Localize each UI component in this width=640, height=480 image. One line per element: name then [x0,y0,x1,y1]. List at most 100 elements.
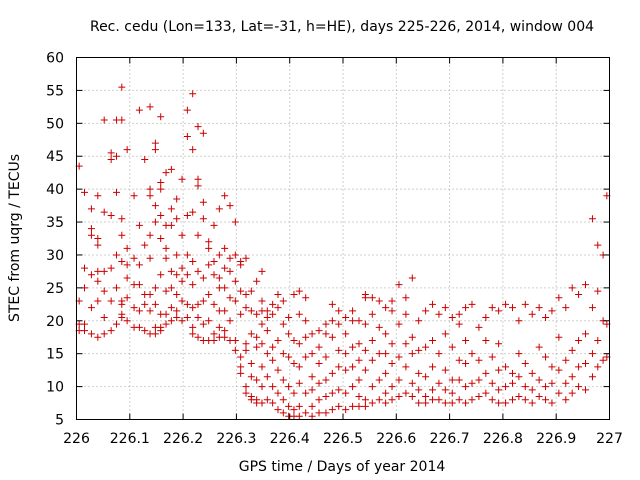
data-point [279,409,287,417]
y-tick-label: 25 [46,281,64,297]
data-point [548,379,556,387]
data-point [141,156,149,164]
data-point [468,300,476,308]
data-point [247,360,255,368]
data-point [475,323,483,331]
data-point [130,304,138,312]
data-point [80,188,88,196]
data-point [495,399,503,407]
data-point [100,313,108,321]
data-point [205,244,213,252]
data-point [508,369,516,377]
data-point [279,320,287,328]
data-point [295,287,303,295]
data-point [308,386,316,394]
data-point [395,392,403,400]
data-point [135,221,143,229]
data-point [215,205,223,213]
data-point [279,350,287,358]
data-point [242,389,250,397]
data-point [210,271,218,279]
data-point [402,363,410,371]
data-point [502,363,510,371]
data-point [210,258,218,266]
data-point [408,274,416,282]
data-point [528,310,536,318]
data-point [355,402,363,410]
data-point [542,383,550,391]
data-point [279,396,287,404]
data-point [382,330,390,338]
data-point [415,346,423,354]
x-tick-label: 226.6 [376,431,416,447]
data-point [349,307,357,315]
data-point [242,346,250,354]
data-point [118,116,126,124]
data-point [468,350,476,358]
data-point [199,297,207,305]
data-point [375,376,383,384]
data-point [146,290,154,298]
data-point [402,310,410,318]
axis-ticks [76,57,610,420]
data-point [269,356,277,364]
data-point [588,215,596,223]
x-tick-label: 226.9 [536,431,576,447]
data-point [302,389,310,397]
data-point [210,221,218,229]
data-point [429,386,437,394]
data-point [555,333,563,341]
data-point [342,366,350,374]
data-point [253,376,261,384]
data-point [422,392,430,400]
data-point [274,290,282,298]
data-point [342,350,350,358]
data-point [295,363,303,371]
data-point [322,353,330,361]
data-point [302,353,310,361]
data-point [521,360,529,368]
data-point [582,386,590,394]
data-point [515,373,523,381]
data-point [495,386,503,394]
data-point [482,389,490,397]
data-point [322,392,330,400]
data-point [290,389,298,397]
data-point [100,330,108,338]
data-point [315,327,323,335]
data-point [226,254,234,262]
data-point [328,406,336,414]
data-point [183,313,191,321]
data-point [422,399,430,407]
data-point [274,304,282,312]
data-point [395,320,403,328]
data-point [515,317,523,325]
data-point [151,284,159,292]
data-point [290,360,298,368]
data-point [94,192,102,200]
data-point [107,156,115,164]
data-point [112,251,120,259]
data-point [368,310,376,318]
data-point [274,337,282,345]
data-point [302,409,310,417]
data-point [135,281,143,289]
data-point [382,369,390,377]
data-point [237,261,245,269]
x-tick-label: 226.4 [270,431,310,447]
data-point [429,396,437,404]
data-point [582,330,590,338]
x-tick-label: 226.7 [430,431,470,447]
data-point [335,386,343,394]
chart-title: Rec. cedu (Lon=133, Lat=-31, h=HE), days… [90,19,594,35]
data-point [361,396,369,404]
data-point [575,290,583,298]
data-point [328,389,336,397]
data-point [368,399,376,407]
data-point [167,304,175,312]
data-point [535,376,543,384]
data-point [322,409,330,417]
data-point [594,241,602,249]
data-point [462,399,470,407]
data-point [157,211,165,219]
